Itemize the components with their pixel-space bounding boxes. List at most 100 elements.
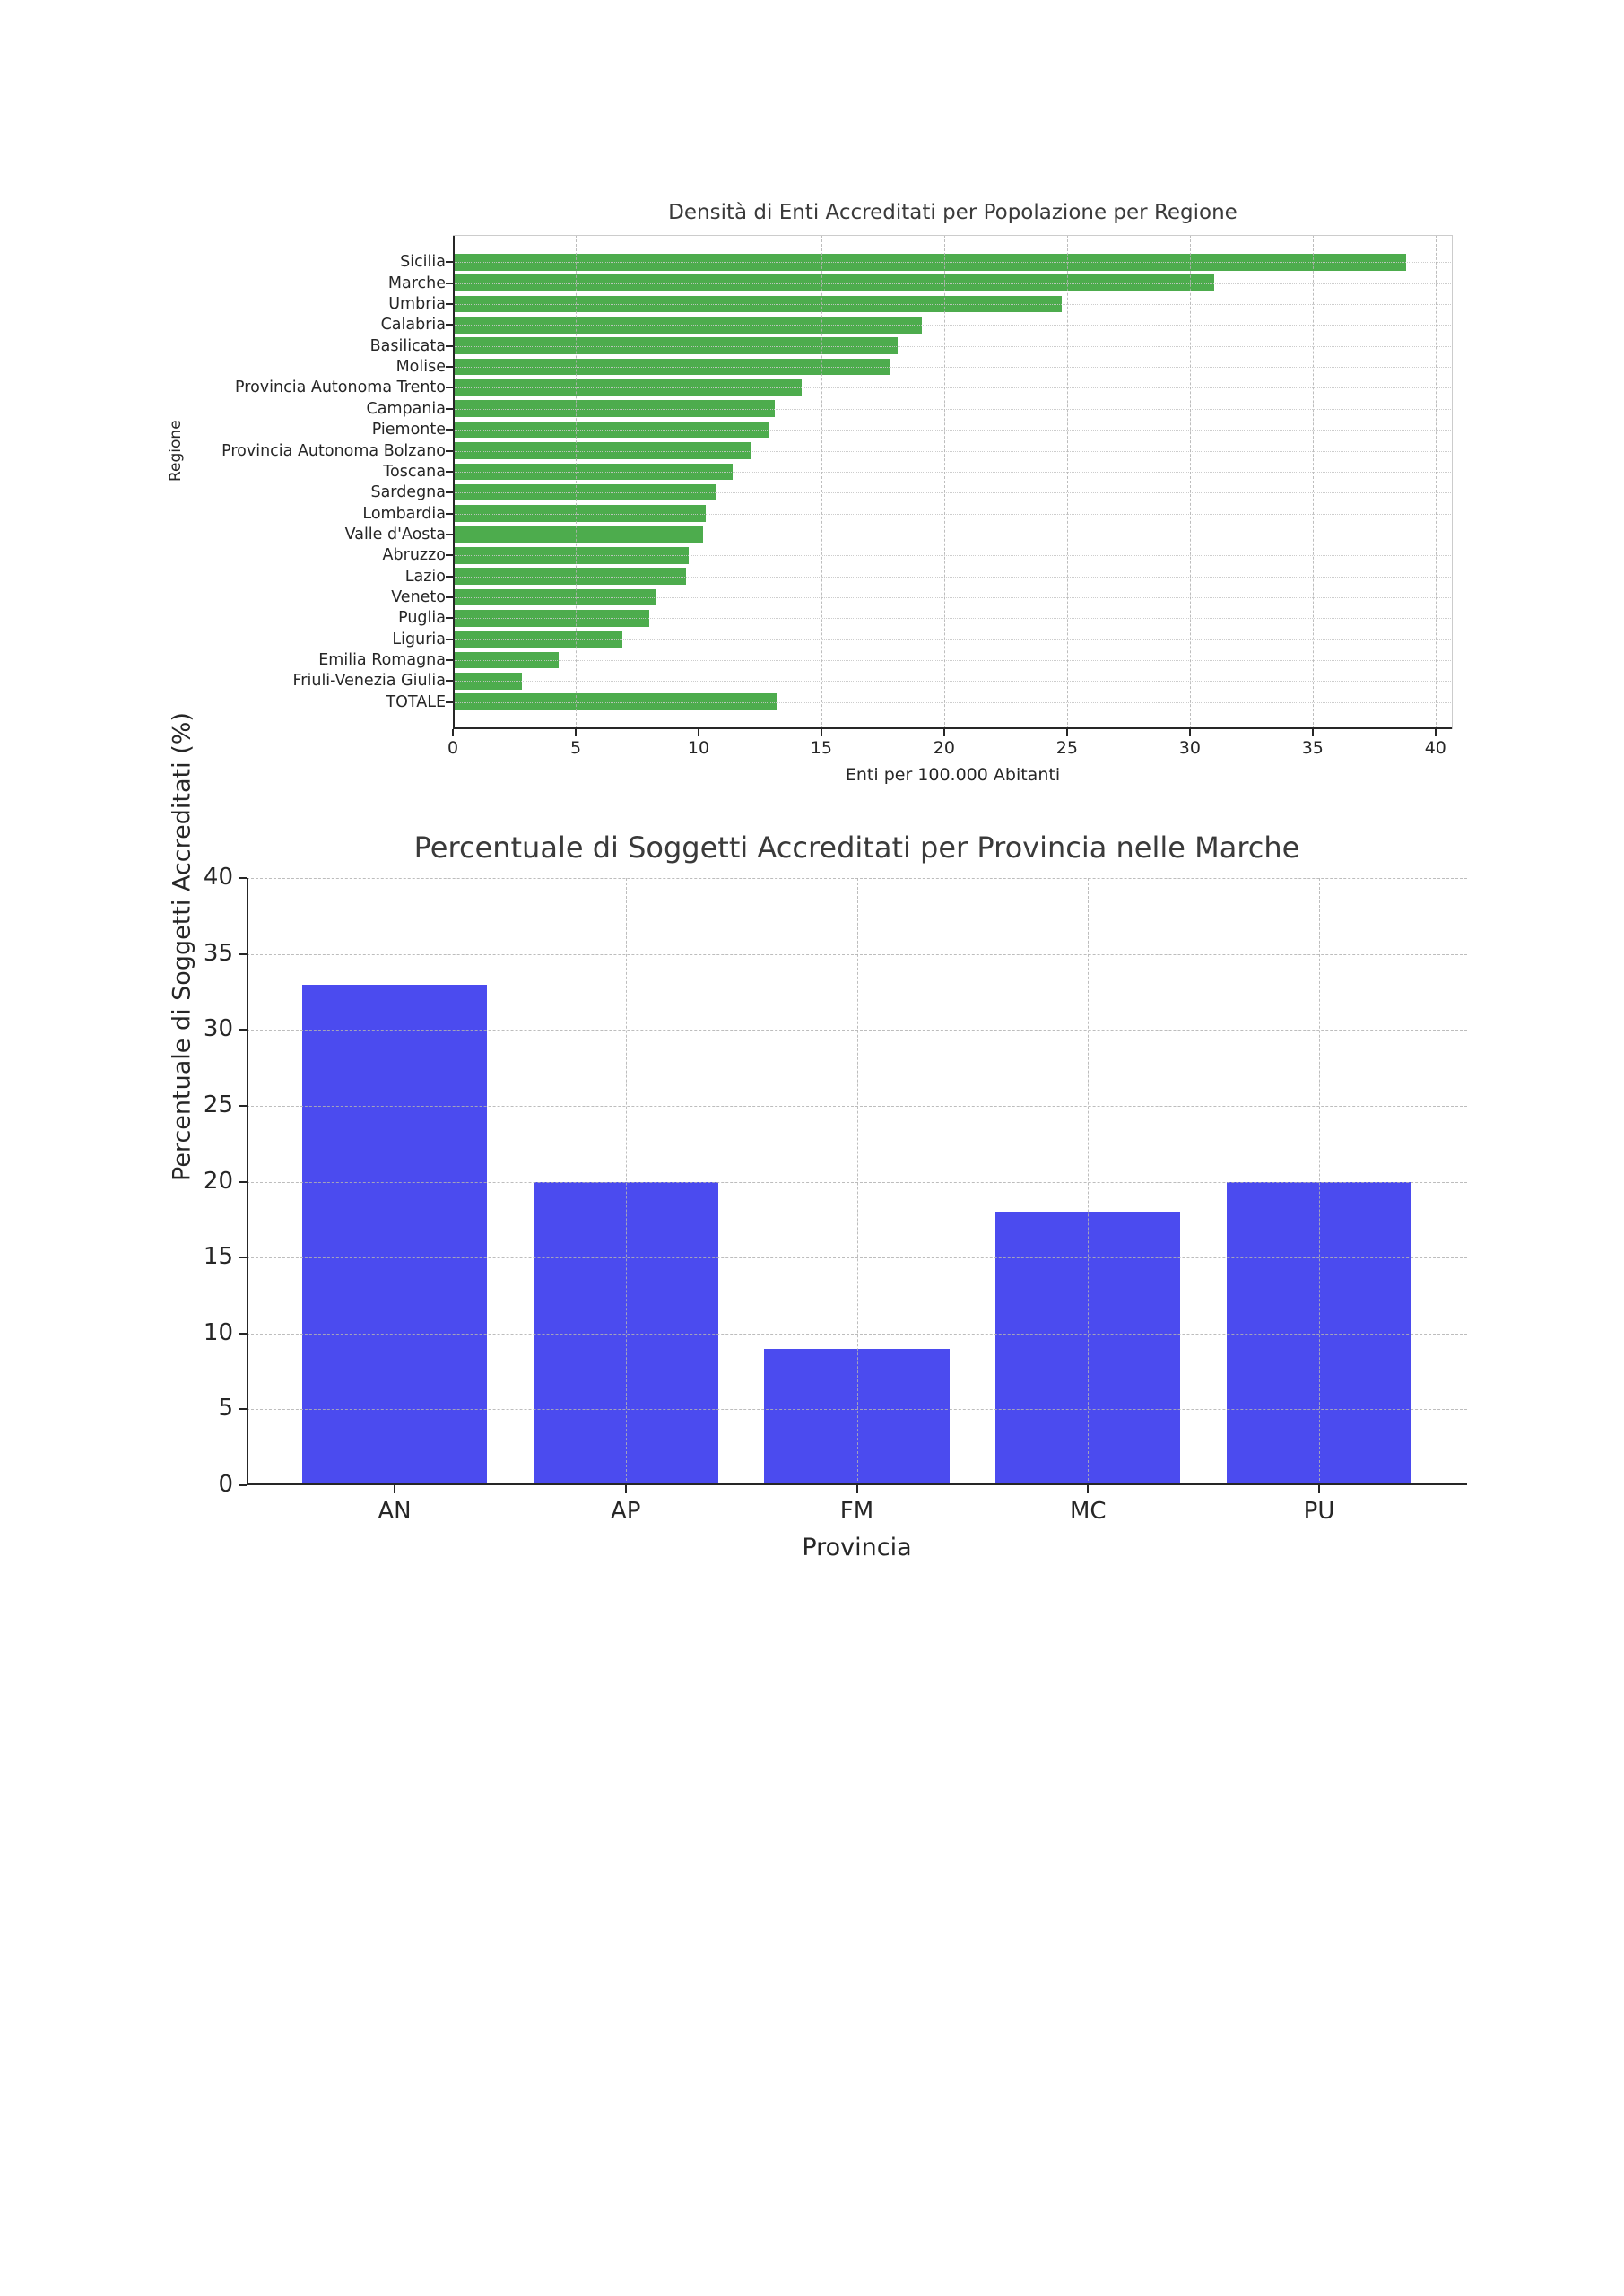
x-tick-mark — [1311, 729, 1314, 736]
y-tick-label: TOTALE — [386, 692, 446, 711]
bottom-spine — [247, 1483, 1467, 1485]
x-tick-mark — [820, 729, 822, 736]
category-gridline — [453, 513, 1453, 515]
bar-Sicilia — [453, 254, 1406, 271]
x-tick-label: AN — [378, 1498, 412, 1525]
y-tick-label: Umbria — [388, 295, 446, 313]
category-gridline — [453, 367, 1453, 369]
category-gridline — [453, 387, 1453, 389]
y-tick-label: Emilia Romagna — [318, 651, 446, 669]
bar-Emilia Romagna — [453, 651, 559, 669]
y-tick-label: Friuli-Venezia Giulia — [292, 672, 447, 691]
bar-FM — [764, 1348, 950, 1485]
y-tick-label: Molise — [395, 358, 446, 377]
category-gridline — [453, 304, 1453, 305]
x-tick-label: PU — [1303, 1498, 1335, 1525]
top-spine — [453, 235, 1453, 236]
x-tick-mark — [575, 729, 577, 736]
category-gridline — [453, 639, 1453, 640]
value-gridline-5 — [576, 235, 577, 729]
category-gridline — [453, 681, 1453, 683]
bar-Sardegna — [453, 483, 716, 501]
y-tick-label: Toscana — [383, 462, 446, 481]
category-gridline — [856, 878, 858, 1485]
y-tick-mark — [446, 366, 453, 369]
y-tick-mark — [446, 700, 453, 703]
y-tick-label: 5 — [218, 1395, 233, 1422]
chart1-x-axis-label: Enti per 100.000 Abitanti — [845, 765, 1061, 785]
bottom-spine — [453, 727, 1453, 729]
x-tick-label: 20 — [933, 738, 955, 758]
y-tick-mark — [446, 659, 453, 661]
left-spine — [453, 235, 455, 729]
category-gridline — [453, 618, 1453, 620]
x-tick-label: 15 — [810, 738, 832, 758]
y-tick-mark — [446, 324, 453, 326]
y-tick-label: 40 — [203, 864, 233, 891]
category-gridline — [453, 408, 1453, 410]
y-tick-mark — [239, 1029, 247, 1031]
y-tick-mark — [239, 1332, 247, 1335]
category-gridline — [453, 555, 1453, 557]
y-tick-mark — [446, 512, 453, 515]
value-gridline-20 — [943, 235, 945, 729]
y-tick-mark — [239, 952, 247, 955]
category-gridline — [453, 576, 1453, 578]
left-spine — [247, 878, 248, 1485]
x-tick-mark — [452, 729, 454, 736]
chart2-title: Percentuale di Soggetti Accreditati per … — [413, 831, 1300, 865]
right-spine — [1452, 235, 1453, 729]
chart2-x-axis-label: Provincia — [802, 1534, 912, 1561]
y-tick-mark — [446, 303, 453, 305]
y-tick-label: 0 — [218, 1471, 233, 1498]
value-gridline-25 — [1066, 235, 1068, 729]
y-tick-label: Liguria — [392, 630, 446, 648]
x-tick-label: AP — [610, 1498, 641, 1525]
x-tick-mark — [1065, 729, 1068, 736]
y-tick-mark — [446, 407, 453, 410]
category-gridline — [453, 492, 1453, 494]
category-gridline — [453, 283, 1453, 284]
bar-Valle d'Aosta — [453, 526, 704, 544]
x-tick-mark — [942, 729, 945, 736]
y-tick-label: 15 — [203, 1243, 233, 1271]
value-gridline-35 — [1312, 235, 1314, 729]
y-tick-mark — [239, 1104, 247, 1107]
value-gridline-30 — [1189, 235, 1191, 729]
y-tick-label: Marche — [387, 274, 446, 292]
x-tick-mark — [855, 1485, 858, 1493]
x-tick-mark — [394, 1485, 395, 1493]
y-tick-mark — [446, 261, 453, 264]
category-gridline — [453, 345, 1453, 347]
x-tick-mark — [624, 1485, 627, 1493]
category-gridline — [1319, 878, 1320, 1485]
y-tick-mark — [239, 1484, 247, 1486]
y-tick-label: Campania — [366, 399, 447, 418]
category-gridline — [625, 878, 627, 1485]
x-tick-mark — [1087, 1485, 1090, 1493]
y-tick-label: Lazio — [404, 567, 446, 586]
category-gridline — [453, 701, 1453, 703]
y-tick-mark — [446, 575, 453, 578]
y-tick-mark — [446, 533, 453, 535]
y-tick-label: Piemonte — [371, 421, 446, 439]
category-gridline — [453, 471, 1453, 473]
x-tick-label: 35 — [1301, 738, 1324, 758]
y-tick-label: Lombardia — [362, 504, 446, 523]
y-tick-label: Sicilia — [400, 253, 446, 272]
bar-Campania — [453, 400, 775, 418]
y-tick-mark — [446, 282, 453, 284]
category-gridline — [453, 596, 1453, 598]
y-tick-label: 25 — [203, 1091, 233, 1118]
y-tick-label: Provincia Autonoma Trento — [235, 378, 446, 397]
value-gridline-40 — [1435, 235, 1437, 729]
y-tick-mark — [446, 429, 453, 431]
y-tick-label: Sardegna — [370, 483, 446, 502]
y-tick-label: Valle d'Aosta — [344, 525, 446, 544]
y-tick-mark — [446, 449, 453, 452]
y-tick-label: Calabria — [380, 316, 446, 335]
y-tick-label: 20 — [203, 1167, 233, 1195]
x-tick-label: 30 — [1178, 738, 1201, 758]
chart1-plot-area — [453, 235, 1453, 729]
category-gridline — [1088, 878, 1090, 1485]
